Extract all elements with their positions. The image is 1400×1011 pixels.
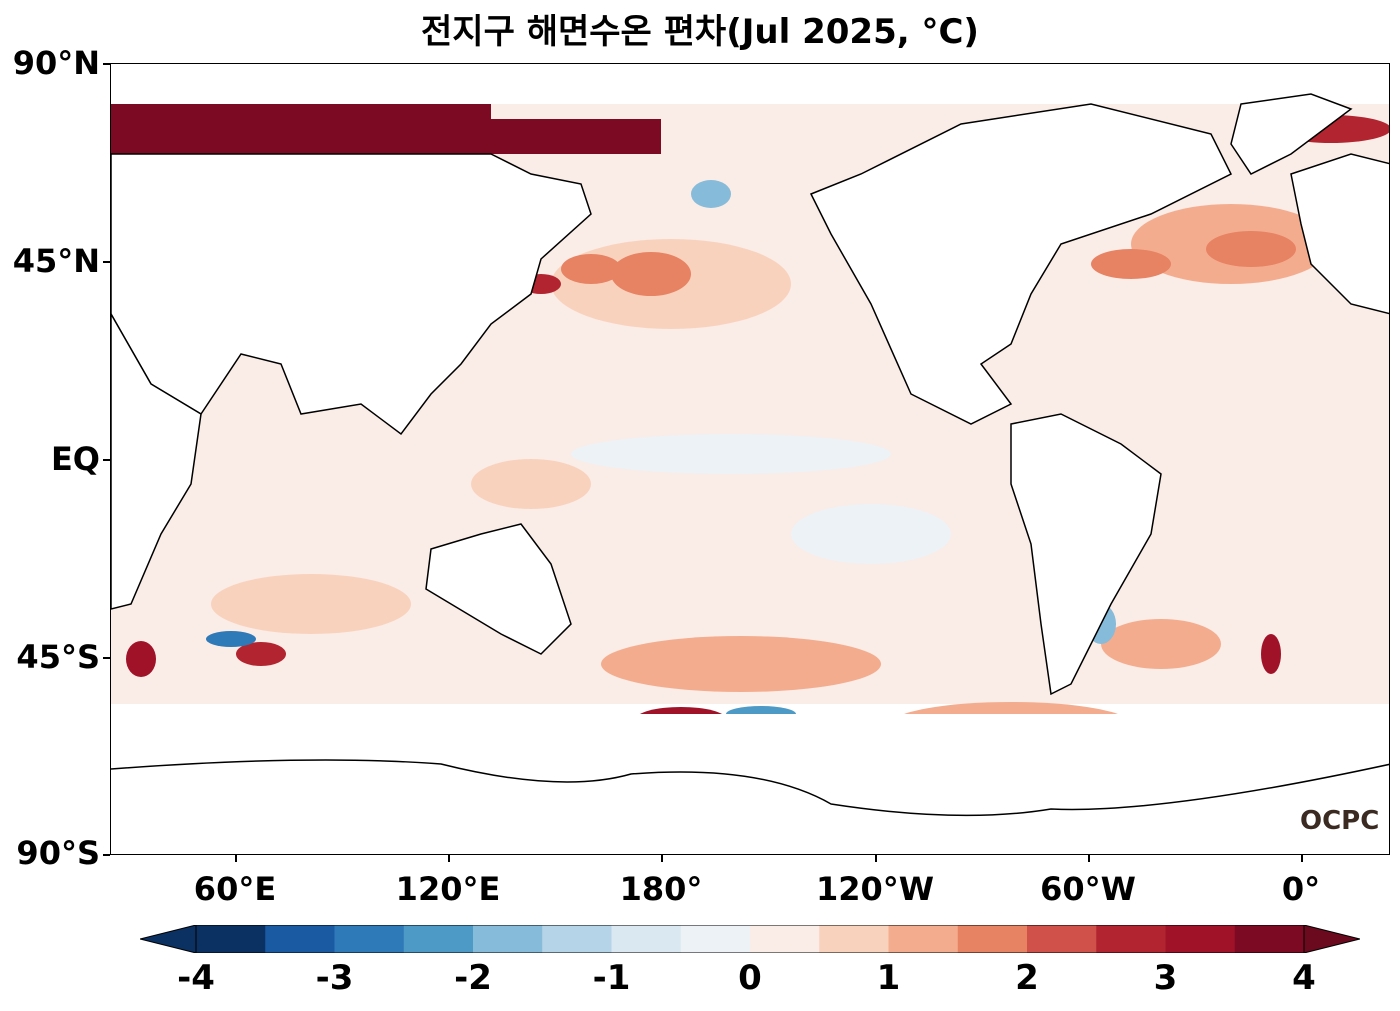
colorbar-segment — [542, 925, 612, 953]
colorbar-tick-label: -3 — [315, 958, 354, 998]
colorbar-segment — [611, 925, 682, 953]
australia — [425, 523, 572, 655]
lon-label-120e: 120°E — [395, 870, 501, 908]
map-canvas — [111, 64, 1389, 854]
colorbar — [140, 925, 1360, 953]
colorbar-tick-label: 4 — [1292, 958, 1316, 998]
lon-label-0: 0° — [1281, 870, 1321, 908]
colorbar-tick-label: 0 — [738, 958, 762, 998]
colorbar-segment — [265, 925, 335, 953]
colorbar-tick-label: 3 — [1153, 958, 1178, 998]
lon-tick — [235, 855, 237, 862]
colorbar-segment — [334, 925, 405, 953]
lon-label-60e: 60°E — [193, 870, 277, 908]
colorbar-frame — [195, 925, 1305, 953]
lon-tick — [448, 855, 450, 862]
lat-tick — [103, 261, 110, 263]
colorbar-tick-label: 2 — [1015, 958, 1039, 998]
colorbar-segment — [680, 925, 751, 953]
colorbar-segment — [819, 925, 889, 953]
lon-label-60w: 60°W — [1040, 870, 1136, 908]
lon-tick — [875, 855, 877, 862]
colorbar-tick-label: -2 — [454, 958, 492, 998]
lon-label-120w: 120°W — [815, 870, 935, 908]
antarctica-land — [111, 714, 1389, 854]
colorbar-segments — [140, 925, 1360, 953]
lat-tick — [103, 63, 110, 65]
north-america — [809, 103, 1233, 425]
colorbar-segment — [1234, 925, 1305, 953]
colorbar-extend-high — [1303, 925, 1360, 953]
colorbar-segment — [196, 925, 266, 953]
arctic-land — [111, 64, 1389, 104]
colorbar-segment — [750, 925, 820, 953]
lat-tick — [103, 657, 110, 659]
colorbar-segment — [888, 925, 959, 953]
colorbar-segment — [1165, 925, 1236, 953]
europe — [1290, 153, 1389, 315]
colorbar-extend-low — [140, 925, 197, 953]
colorbar-segment — [403, 925, 474, 953]
lat-tick — [103, 459, 110, 461]
lat-label-90s: 90°S — [16, 834, 100, 872]
ocpc-logo: OCPC — [1300, 806, 1380, 836]
sst-anomaly-map — [110, 63, 1390, 855]
lon-tick — [661, 855, 663, 862]
colorbar-segment — [473, 925, 543, 953]
lon-tick — [1301, 855, 1303, 862]
lat-label-45n: 45°N — [12, 242, 100, 280]
africa — [111, 312, 202, 610]
lat-label-90n: 90°N — [12, 44, 100, 82]
lat-tick — [103, 854, 110, 856]
lon-label-180: 180° — [619, 870, 703, 908]
colorbar-tick-label: -1 — [592, 958, 631, 998]
colorbar-tick-label: 1 — [876, 958, 901, 998]
continents — [111, 93, 1389, 696]
lat-label-eq: EQ — [50, 440, 100, 478]
greenland — [1230, 93, 1353, 175]
antarctica-coastline — [111, 759, 1389, 817]
south-america — [1010, 413, 1162, 696]
colorbar-segment — [1096, 925, 1166, 953]
lon-tick — [1088, 855, 1090, 862]
colorbar-segment — [957, 925, 1028, 953]
colorbar-segment — [1027, 925, 1097, 953]
map-title: 전지구 해면수온 편차(Jul 2025, °C) — [421, 12, 979, 52]
colorbar-tick-label: -4 — [177, 958, 215, 998]
lat-label-45s: 45°S — [16, 638, 100, 676]
